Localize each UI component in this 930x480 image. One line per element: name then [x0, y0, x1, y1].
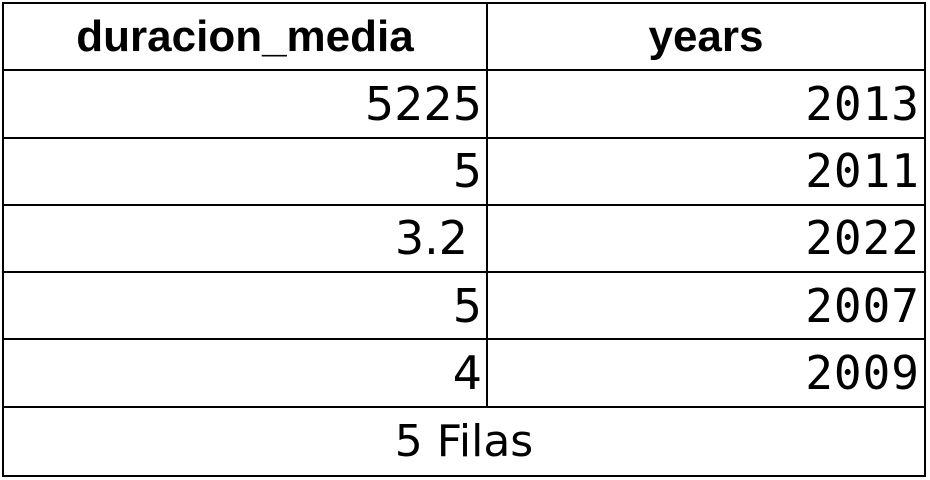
cell-years: 2007	[488, 273, 924, 341]
cell-duracion-media: 5225	[4, 71, 488, 139]
cell-years: 2013	[488, 71, 924, 139]
column-header-duracion-media: duracion_media	[4, 4, 488, 72]
row-count-footer: 5 Filas	[394, 415, 534, 467]
cell-duracion-media: 5	[4, 273, 488, 341]
cell-duracion-media: 4	[4, 340, 488, 408]
cell-duracion-media: 3.2	[4, 205, 488, 274]
cell-duracion-media: 5	[4, 138, 488, 206]
column-header-years: years	[488, 4, 924, 72]
cell-years: 2009	[488, 340, 924, 408]
cell-years: 2022	[488, 206, 924, 274]
cell-years: 2011	[488, 139, 924, 206]
